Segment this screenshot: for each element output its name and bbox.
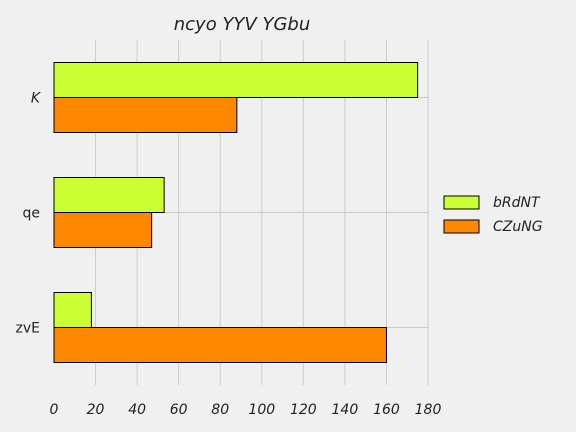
y-tick-label: zvE — [16, 321, 40, 337]
x-tick-label: 40 — [128, 402, 146, 418]
bar-CZuNG-qe — [53, 212, 153, 248]
x-tick-label: 100 — [248, 402, 275, 418]
x-tick-label: 0 — [50, 402, 59, 418]
x-tick-label: 60 — [170, 402, 188, 418]
y-axis-ticks: Kqe zvE — [16, 91, 42, 337]
chart-title: ncyo YYV YGbu — [174, 14, 311, 35]
bar-bRdNT-K — [53, 62, 419, 98]
bar-bRdNT-zvE — [53, 292, 92, 328]
bars — [53, 62, 419, 363]
x-axis-ticks: 0 20 40 60 80 100 120 140 160 180 — [50, 402, 442, 418]
x-tick-label: 140 — [332, 402, 359, 418]
bar-CZuNG-K — [53, 97, 238, 133]
bar-CZuNG-zvE — [53, 327, 387, 363]
bar-bRdNT-qe — [53, 177, 165, 213]
legend-swatch — [443, 219, 480, 234]
x-tick-label: 180 — [415, 402, 442, 418]
y-tick-label: K — [31, 91, 42, 107]
x-tick-label: 120 — [290, 402, 317, 418]
legend-label: CZuNG — [493, 219, 543, 235]
legend: bRdNT CZuNG — [443, 195, 543, 235]
x-tick-label: 20 — [87, 402, 105, 418]
x-tick-label: 160 — [373, 402, 400, 418]
legend-label: bRdNT — [493, 195, 541, 211]
x-tick-label: 80 — [211, 402, 229, 418]
legend-swatch — [443, 195, 480, 210]
y-tick-label: qe — [23, 206, 41, 222]
